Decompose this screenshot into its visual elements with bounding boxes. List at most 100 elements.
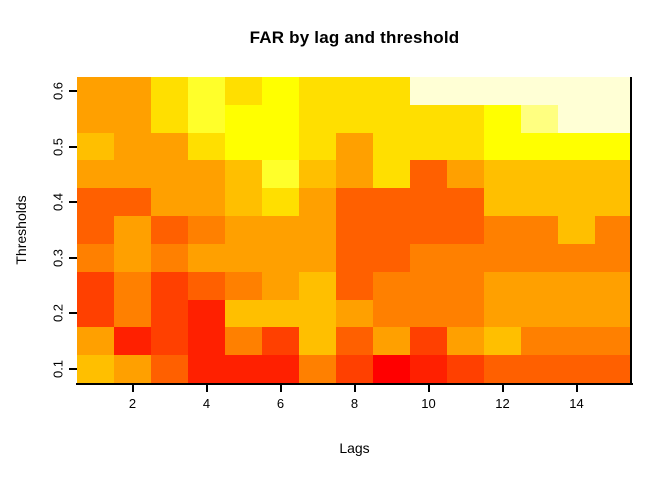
heatmap-cell	[262, 271, 299, 300]
heatmap-cell	[373, 243, 410, 272]
heatmap-cell	[225, 77, 262, 105]
heatmap-cell	[151, 77, 188, 105]
y-tick-mark	[69, 89, 77, 92]
heatmap-cell	[299, 271, 336, 300]
y-tick-label: 0.6	[50, 81, 66, 100]
heatmap-cell	[299, 216, 336, 244]
heatmap-cell	[77, 355, 114, 383]
heatmap-cell	[484, 243, 521, 272]
y-tick-label: 0.4	[50, 193, 66, 212]
heatmap-cell	[336, 160, 373, 189]
heatmap-cell	[595, 243, 632, 272]
heatmap-cell	[151, 104, 188, 133]
heatmap-cell	[410, 104, 447, 133]
heatmap-cell	[521, 271, 558, 300]
heatmap-cell	[373, 271, 410, 300]
heatmap-cell	[373, 104, 410, 133]
heatmap-cell	[114, 160, 151, 189]
heatmap-cell	[114, 299, 151, 328]
heatmap-cell	[373, 160, 410, 189]
heatmap-cell	[336, 355, 373, 383]
y-tick-mark	[69, 201, 77, 204]
heatmap-cell	[484, 299, 521, 328]
heatmap-cell	[151, 327, 188, 356]
heatmap-cell	[114, 243, 151, 272]
heatmap-cell	[262, 216, 299, 244]
heatmap-cell	[114, 188, 151, 217]
heatmap-cell	[225, 216, 262, 244]
heatmap-cell	[595, 104, 632, 133]
heatmap-cell	[262, 132, 299, 161]
heatmap-cell	[262, 299, 299, 328]
heatmap-cell	[521, 355, 558, 383]
heatmap-cell	[558, 327, 595, 356]
heatmap-cell	[595, 77, 632, 105]
y-tick-mark	[69, 368, 77, 371]
heatmap-cell	[558, 216, 595, 244]
heatmap-cell	[336, 327, 373, 356]
x-tick-label: 10	[421, 396, 436, 411]
heatmap-cell	[114, 132, 151, 161]
heatmap-cell	[225, 271, 262, 300]
heatmap-cell	[558, 132, 595, 161]
heatmap-grid	[77, 77, 632, 383]
heatmap-cell	[558, 104, 595, 133]
x-tick-mark	[205, 385, 208, 392]
heatmap-cell	[521, 160, 558, 189]
heatmap-cell	[114, 271, 151, 300]
heatmap-cell	[299, 299, 336, 328]
heatmap-cell	[336, 243, 373, 272]
heatmap-cell	[114, 355, 151, 383]
y-tick-mark	[69, 256, 77, 259]
heatmap-cell	[151, 243, 188, 272]
heatmap-cell	[521, 216, 558, 244]
heatmap-cell	[151, 271, 188, 300]
heatmap-cell	[299, 327, 336, 356]
heatmap-cell	[595, 327, 632, 356]
heatmap-cell	[336, 132, 373, 161]
heatmap-cell	[484, 216, 521, 244]
x-tick-mark	[427, 385, 430, 392]
heatmap-cell	[595, 188, 632, 217]
heatmap-cell	[595, 355, 632, 383]
heatmap-cell	[188, 132, 225, 161]
heatmap-cell	[484, 77, 521, 105]
x-tick-mark	[575, 385, 578, 392]
heatmap-cell	[336, 77, 373, 105]
heatmap-cell	[151, 188, 188, 217]
x-tick-mark	[279, 385, 282, 392]
heatmap-cell	[188, 160, 225, 189]
heatmap-cell	[521, 77, 558, 105]
heatmap-cell	[595, 216, 632, 244]
heatmap-cell	[77, 299, 114, 328]
heatmap-cell	[558, 299, 595, 328]
heatmap-cell	[151, 299, 188, 328]
heatmap-cell	[299, 77, 336, 105]
heatmap-cell	[336, 299, 373, 328]
x-tick-mark	[501, 385, 504, 392]
heatmap-cell	[151, 355, 188, 383]
heatmap-cell	[447, 77, 484, 105]
heatmap-cell	[373, 355, 410, 383]
heatmap-cell	[188, 299, 225, 328]
heatmap-cell	[188, 327, 225, 356]
heatmap-cell	[373, 216, 410, 244]
heatmap-cell	[225, 327, 262, 356]
heatmap-cell	[225, 243, 262, 272]
heatmap-cell	[595, 271, 632, 300]
heatmap-cell	[558, 355, 595, 383]
heatmap-cell	[521, 299, 558, 328]
heatmap-cell	[484, 132, 521, 161]
heatmap-cell	[114, 77, 151, 105]
heatmap-cell	[558, 243, 595, 272]
heatmap-cell	[558, 77, 595, 105]
heatmap-cell	[77, 132, 114, 161]
heatmap-cell	[262, 327, 299, 356]
heatmap-cell	[225, 104, 262, 133]
heatmap-cell	[299, 355, 336, 383]
x-tick-mark	[131, 385, 134, 392]
heatmap-cell	[410, 132, 447, 161]
heatmap-cell	[114, 104, 151, 133]
heatmap-cell	[262, 104, 299, 133]
heatmap-cell	[225, 299, 262, 328]
